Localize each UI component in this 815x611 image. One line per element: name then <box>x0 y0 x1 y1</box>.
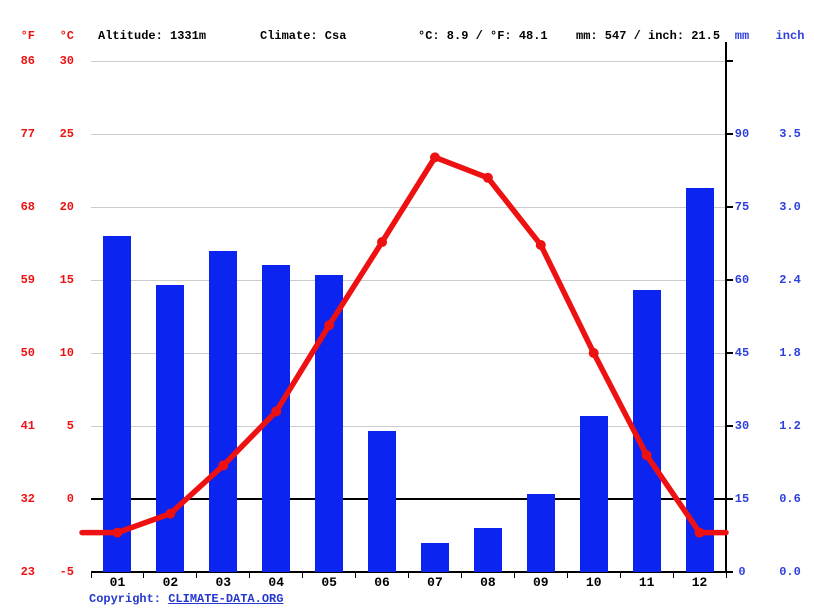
inch-tick-label: 3.0 <box>779 200 801 214</box>
precipitation-bar <box>632 289 661 572</box>
zero-degree-line <box>91 498 726 500</box>
month-label: 03 <box>215 575 232 590</box>
mm-tick-label: 60 <box>734 273 750 287</box>
right-axis-tick <box>727 279 733 281</box>
inch-tick-label: 1.2 <box>779 419 801 433</box>
right-axis-tick <box>727 352 733 354</box>
mean-temp-summary: °C: 8.9 / °F: 48.1 <box>418 29 548 43</box>
right-axis-tick <box>727 60 733 62</box>
inch-tick-label: 0.6 <box>779 492 801 506</box>
x-axis-tick <box>619 573 621 578</box>
precipitation-bar <box>368 430 397 572</box>
c-tick-label: 30 <box>59 54 74 68</box>
x-axis-tick <box>302 573 304 578</box>
mm-unit-label: mm <box>734 29 750 43</box>
altitude-label: Altitude: 1331m <box>98 29 207 43</box>
precipitation-bar <box>579 416 608 572</box>
f-tick-label: 32 <box>20 492 35 506</box>
gridline <box>91 352 726 354</box>
c-tick-label: 20 <box>59 200 74 214</box>
x-axis-tick <box>355 573 357 578</box>
right-axis-tick <box>727 425 733 427</box>
month-label: 06 <box>374 575 390 590</box>
precip-summary: mm: 547 / inch: 21.5 <box>576 29 721 43</box>
month-label: 05 <box>321 575 337 590</box>
mm-tick-label: 0 <box>738 565 746 579</box>
month-label: 02 <box>162 575 179 590</box>
right-axis-tick <box>727 571 733 573</box>
precipitation-bar <box>209 250 238 572</box>
temperature-point <box>377 237 388 248</box>
mm-tick-label: 75 <box>734 200 750 214</box>
right-axis-tick <box>727 498 733 500</box>
precipitation-bar <box>156 284 185 572</box>
inch-unit-label: inch <box>775 29 805 43</box>
x-axis-tick <box>408 573 409 578</box>
precipitation-bar <box>685 187 714 572</box>
f-tick-label: 86 <box>20 54 35 68</box>
mm-tick-label: 30 <box>734 419 750 433</box>
right-axis-tick <box>727 206 733 208</box>
f-tick-label: 50 <box>20 346 35 360</box>
x-axis-tick <box>566 573 568 578</box>
x-axis-tick <box>725 573 727 578</box>
gridline <box>91 60 726 62</box>
precipitation-bar <box>420 542 449 572</box>
inch-tick-label: 3.5 <box>779 127 801 141</box>
f-tick-label: 41 <box>20 419 35 433</box>
celsius-unit-label: °C <box>59 29 74 43</box>
c-tick-label: -5 <box>59 565 74 579</box>
c-tick-label: 25 <box>59 127 74 141</box>
copyright-text: Copyright: CLIMATE-DATA.ORG <box>89 592 283 607</box>
x-axis-tick <box>90 573 92 578</box>
temperature-point <box>429 152 440 163</box>
x-axis-tick <box>672 573 674 578</box>
copyright-link[interactable]: CLIMATE-DATA.ORG <box>168 592 284 606</box>
c-tick-label: 5 <box>66 419 74 433</box>
f-tick-label: 59 <box>20 273 35 287</box>
c-tick-label: 15 <box>59 273 74 287</box>
month-label: 09 <box>532 575 549 590</box>
month-label: 04 <box>268 575 284 590</box>
mm-tick-label: 45 <box>734 346 750 360</box>
f-tick-label: 77 <box>20 127 35 141</box>
precipitation-bar <box>315 275 344 572</box>
c-tick-label: 0 <box>66 492 74 506</box>
month-label: 08 <box>480 575 496 590</box>
inch-tick-label: 1.8 <box>779 346 801 360</box>
precipitation-bar <box>526 494 555 572</box>
x-axis-tick <box>460 573 462 578</box>
month-label: 01 <box>109 575 126 590</box>
x-axis-tick <box>196 573 198 578</box>
c-tick-label: 10 <box>59 346 74 360</box>
f-tick-label: 23 <box>20 565 35 579</box>
precipitation-bar <box>103 236 132 572</box>
x-axis-tick <box>513 573 515 578</box>
fahrenheit-unit-label: °F <box>20 29 35 43</box>
month-label: 11 <box>638 575 655 590</box>
inch-tick-label: 0.0 <box>779 565 801 579</box>
mm-tick-label: 15 <box>734 492 750 506</box>
gridline <box>91 206 726 208</box>
x-axis-tick <box>249 573 251 578</box>
month-label: 12 <box>691 575 708 590</box>
gridline <box>91 425 726 427</box>
temperature-point <box>535 239 546 250</box>
month-label: 07 <box>427 575 443 590</box>
gridline <box>91 133 726 135</box>
copyright-prefix: Copyright: <box>89 592 169 606</box>
right-axis-tick <box>727 133 733 135</box>
climate-class-label: Climate: Csa <box>260 29 347 43</box>
gridline <box>91 279 726 281</box>
x-axis-tick <box>143 573 145 578</box>
month-label: 10 <box>585 575 602 590</box>
temperature-point <box>482 172 493 183</box>
precipitation-bar <box>473 528 502 572</box>
f-tick-label: 68 <box>20 200 35 214</box>
x-axis-line <box>91 571 728 573</box>
inch-tick-label: 2.4 <box>779 273 801 287</box>
mm-tick-label: 90 <box>734 127 750 141</box>
precipitation-bar <box>262 265 291 572</box>
